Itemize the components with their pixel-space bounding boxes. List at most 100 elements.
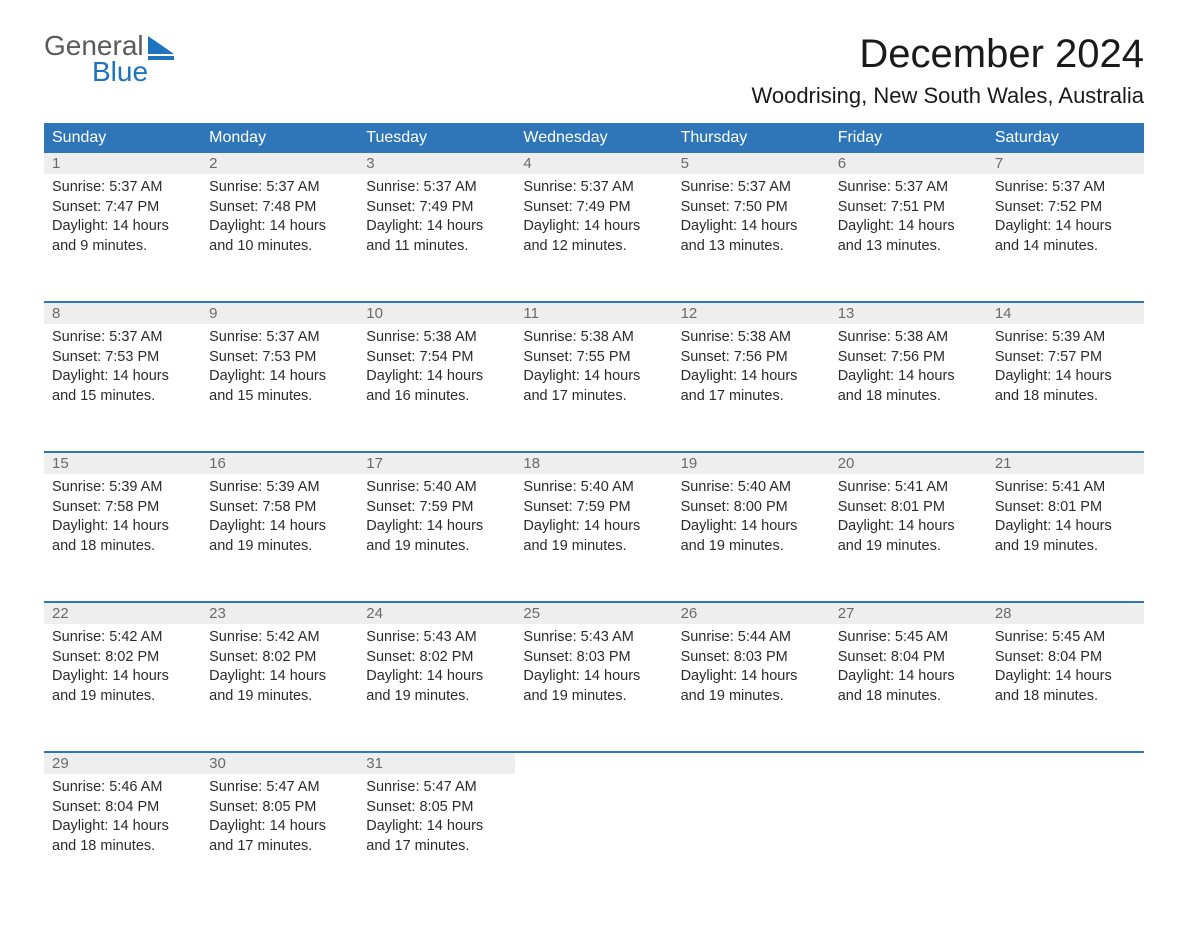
sunset-text: Sunset: 7:54 PM: [366, 348, 507, 368]
day-number: 23: [201, 603, 358, 624]
day-cell-body: Sunrise: 5:39 AMSunset: 7:58 PMDaylight:…: [44, 474, 201, 564]
day-cell: Sunrise: 5:39 AMSunset: 7:58 PMDaylight:…: [201, 474, 358, 602]
day-number-cell: 17: [358, 453, 515, 474]
day-cell: Sunrise: 5:37 AMSunset: 7:48 PMDaylight:…: [201, 174, 358, 302]
daylight-text: Daylight: 14 hours and 18 minutes.: [995, 367, 1136, 406]
title-block: December 2024 Woodrising, New South Wale…: [751, 32, 1144, 117]
sunset-text: Sunset: 7:56 PM: [838, 348, 979, 368]
day-number: 26: [673, 603, 830, 624]
sunrise-text: Sunrise: 5:39 AM: [995, 328, 1136, 348]
daynum-row: 293031: [44, 753, 1144, 774]
daylight-text: Daylight: 14 hours and 17 minutes.: [209, 817, 350, 856]
day-cell: Sunrise: 5:41 AMSunset: 8:01 PMDaylight:…: [987, 474, 1144, 602]
day-cell: Sunrise: 5:38 AMSunset: 7:56 PMDaylight:…: [673, 324, 830, 452]
sunset-text: Sunset: 8:05 PM: [366, 798, 507, 818]
calendar-table: Sunday Monday Tuesday Wednesday Thursday…: [44, 123, 1144, 902]
sunrise-text: Sunrise: 5:45 AM: [838, 628, 979, 648]
day-cell-body: Sunrise: 5:45 AMSunset: 8:04 PMDaylight:…: [830, 624, 987, 714]
day-cell-body: Sunrise: 5:37 AMSunset: 7:49 PMDaylight:…: [515, 174, 672, 264]
day-number: 17: [358, 453, 515, 474]
day-cell-body: Sunrise: 5:40 AMSunset: 8:00 PMDaylight:…: [673, 474, 830, 564]
day-number: 3: [358, 153, 515, 174]
day-number: 18: [515, 453, 672, 474]
day-number: 25: [515, 603, 672, 624]
sunset-text: Sunset: 7:47 PM: [52, 198, 193, 218]
day-number-cell: 21: [987, 453, 1144, 474]
day-cell: Sunrise: 5:41 AMSunset: 8:01 PMDaylight:…: [830, 474, 987, 602]
sunset-text: Sunset: 7:59 PM: [523, 498, 664, 518]
daylight-text: Daylight: 14 hours and 16 minutes.: [366, 367, 507, 406]
day-cell-body: Sunrise: 5:37 AMSunset: 7:48 PMDaylight:…: [201, 174, 358, 264]
sunrise-text: Sunrise: 5:42 AM: [209, 628, 350, 648]
day-cell-body: Sunrise: 5:47 AMSunset: 8:05 PMDaylight:…: [201, 774, 358, 864]
day-header-row: Sunday Monday Tuesday Wednesday Thursday…: [44, 123, 1144, 153]
sunrise-text: Sunrise: 5:37 AM: [523, 178, 664, 198]
daylight-text: Daylight: 14 hours and 18 minutes.: [52, 517, 193, 556]
day-cell-body: Sunrise: 5:39 AMSunset: 7:57 PMDaylight:…: [987, 324, 1144, 414]
day-cell: Sunrise: 5:42 AMSunset: 8:02 PMDaylight:…: [201, 624, 358, 752]
day-cell-body: Sunrise: 5:40 AMSunset: 7:59 PMDaylight:…: [358, 474, 515, 564]
sunset-text: Sunset: 8:03 PM: [681, 648, 822, 668]
day-number: 15: [44, 453, 201, 474]
day-number: 5: [673, 153, 830, 174]
day-number: 12: [673, 303, 830, 324]
daylight-text: Daylight: 14 hours and 19 minutes.: [681, 667, 822, 706]
sunrise-text: Sunrise: 5:38 AM: [366, 328, 507, 348]
day-number-cell: 16: [201, 453, 358, 474]
day-number: 2: [201, 153, 358, 174]
day-number-cell: 19: [673, 453, 830, 474]
sunset-text: Sunset: 7:50 PM: [681, 198, 822, 218]
day-cell: Sunrise: 5:40 AMSunset: 8:00 PMDaylight:…: [673, 474, 830, 602]
day-number: 29: [44, 753, 201, 774]
day-cell-body: Sunrise: 5:46 AMSunset: 8:04 PMDaylight:…: [44, 774, 201, 864]
sunrise-text: Sunrise: 5:44 AM: [681, 628, 822, 648]
day-cell: Sunrise: 5:39 AMSunset: 7:57 PMDaylight:…: [987, 324, 1144, 452]
daynum-row: 22232425262728: [44, 603, 1144, 624]
sunrise-text: Sunrise: 5:47 AM: [209, 778, 350, 798]
day-number-cell: 20: [830, 453, 987, 474]
sunset-text: Sunset: 7:52 PM: [995, 198, 1136, 218]
day-cell: Sunrise: 5:37 AMSunset: 7:50 PMDaylight:…: [673, 174, 830, 302]
daylight-text: Daylight: 14 hours and 17 minutes.: [366, 817, 507, 856]
day-cell-body: Sunrise: 5:38 AMSunset: 7:55 PMDaylight:…: [515, 324, 672, 414]
day-cell: [673, 774, 830, 902]
day-cell-body: Sunrise: 5:37 AMSunset: 7:51 PMDaylight:…: [830, 174, 987, 264]
day-number-cell: 27: [830, 603, 987, 624]
day-cell: Sunrise: 5:40 AMSunset: 7:59 PMDaylight:…: [358, 474, 515, 602]
sunrise-text: Sunrise: 5:46 AM: [52, 778, 193, 798]
day-number: 16: [201, 453, 358, 474]
daylight-text: Daylight: 14 hours and 12 minutes.: [523, 217, 664, 256]
day-cell: Sunrise: 5:37 AMSunset: 7:49 PMDaylight:…: [515, 174, 672, 302]
day-number: 4: [515, 153, 672, 174]
sunset-text: Sunset: 7:53 PM: [209, 348, 350, 368]
day-cell: Sunrise: 5:39 AMSunset: 7:58 PMDaylight:…: [44, 474, 201, 602]
sunrise-text: Sunrise: 5:37 AM: [209, 178, 350, 198]
day-number: 9: [201, 303, 358, 324]
day-number-cell: 25: [515, 603, 672, 624]
sunset-text: Sunset: 7:56 PM: [681, 348, 822, 368]
day-cell: Sunrise: 5:38 AMSunset: 7:54 PMDaylight:…: [358, 324, 515, 452]
day-header: Monday: [201, 123, 358, 153]
day-cell: Sunrise: 5:37 AMSunset: 7:51 PMDaylight:…: [830, 174, 987, 302]
daylight-text: Daylight: 14 hours and 19 minutes.: [52, 667, 193, 706]
day-cell-body: Sunrise: 5:41 AMSunset: 8:01 PMDaylight:…: [830, 474, 987, 564]
daylight-text: Daylight: 14 hours and 13 minutes.: [681, 217, 822, 256]
day-number-cell: 9: [201, 303, 358, 324]
sunset-text: Sunset: 7:58 PM: [209, 498, 350, 518]
day-number: 20: [830, 453, 987, 474]
sunrise-text: Sunrise: 5:43 AM: [523, 628, 664, 648]
daynum-row: 891011121314: [44, 303, 1144, 324]
month-title: December 2024: [751, 32, 1144, 77]
day-cell: Sunrise: 5:43 AMSunset: 8:02 PMDaylight:…: [358, 624, 515, 752]
daylight-text: Daylight: 14 hours and 19 minutes.: [366, 667, 507, 706]
day-number: 24: [358, 603, 515, 624]
sunrise-text: Sunrise: 5:40 AM: [681, 478, 822, 498]
brand-logo: General Blue: [44, 32, 174, 86]
daylight-text: Daylight: 14 hours and 19 minutes.: [366, 517, 507, 556]
sunset-text: Sunset: 8:02 PM: [209, 648, 350, 668]
day-number: 19: [673, 453, 830, 474]
day-cell-body: Sunrise: 5:42 AMSunset: 8:02 PMDaylight:…: [44, 624, 201, 714]
day-cell-body: Sunrise: 5:38 AMSunset: 7:56 PMDaylight:…: [673, 324, 830, 414]
daylight-text: Daylight: 14 hours and 17 minutes.: [523, 367, 664, 406]
daylight-text: Daylight: 14 hours and 17 minutes.: [681, 367, 822, 406]
